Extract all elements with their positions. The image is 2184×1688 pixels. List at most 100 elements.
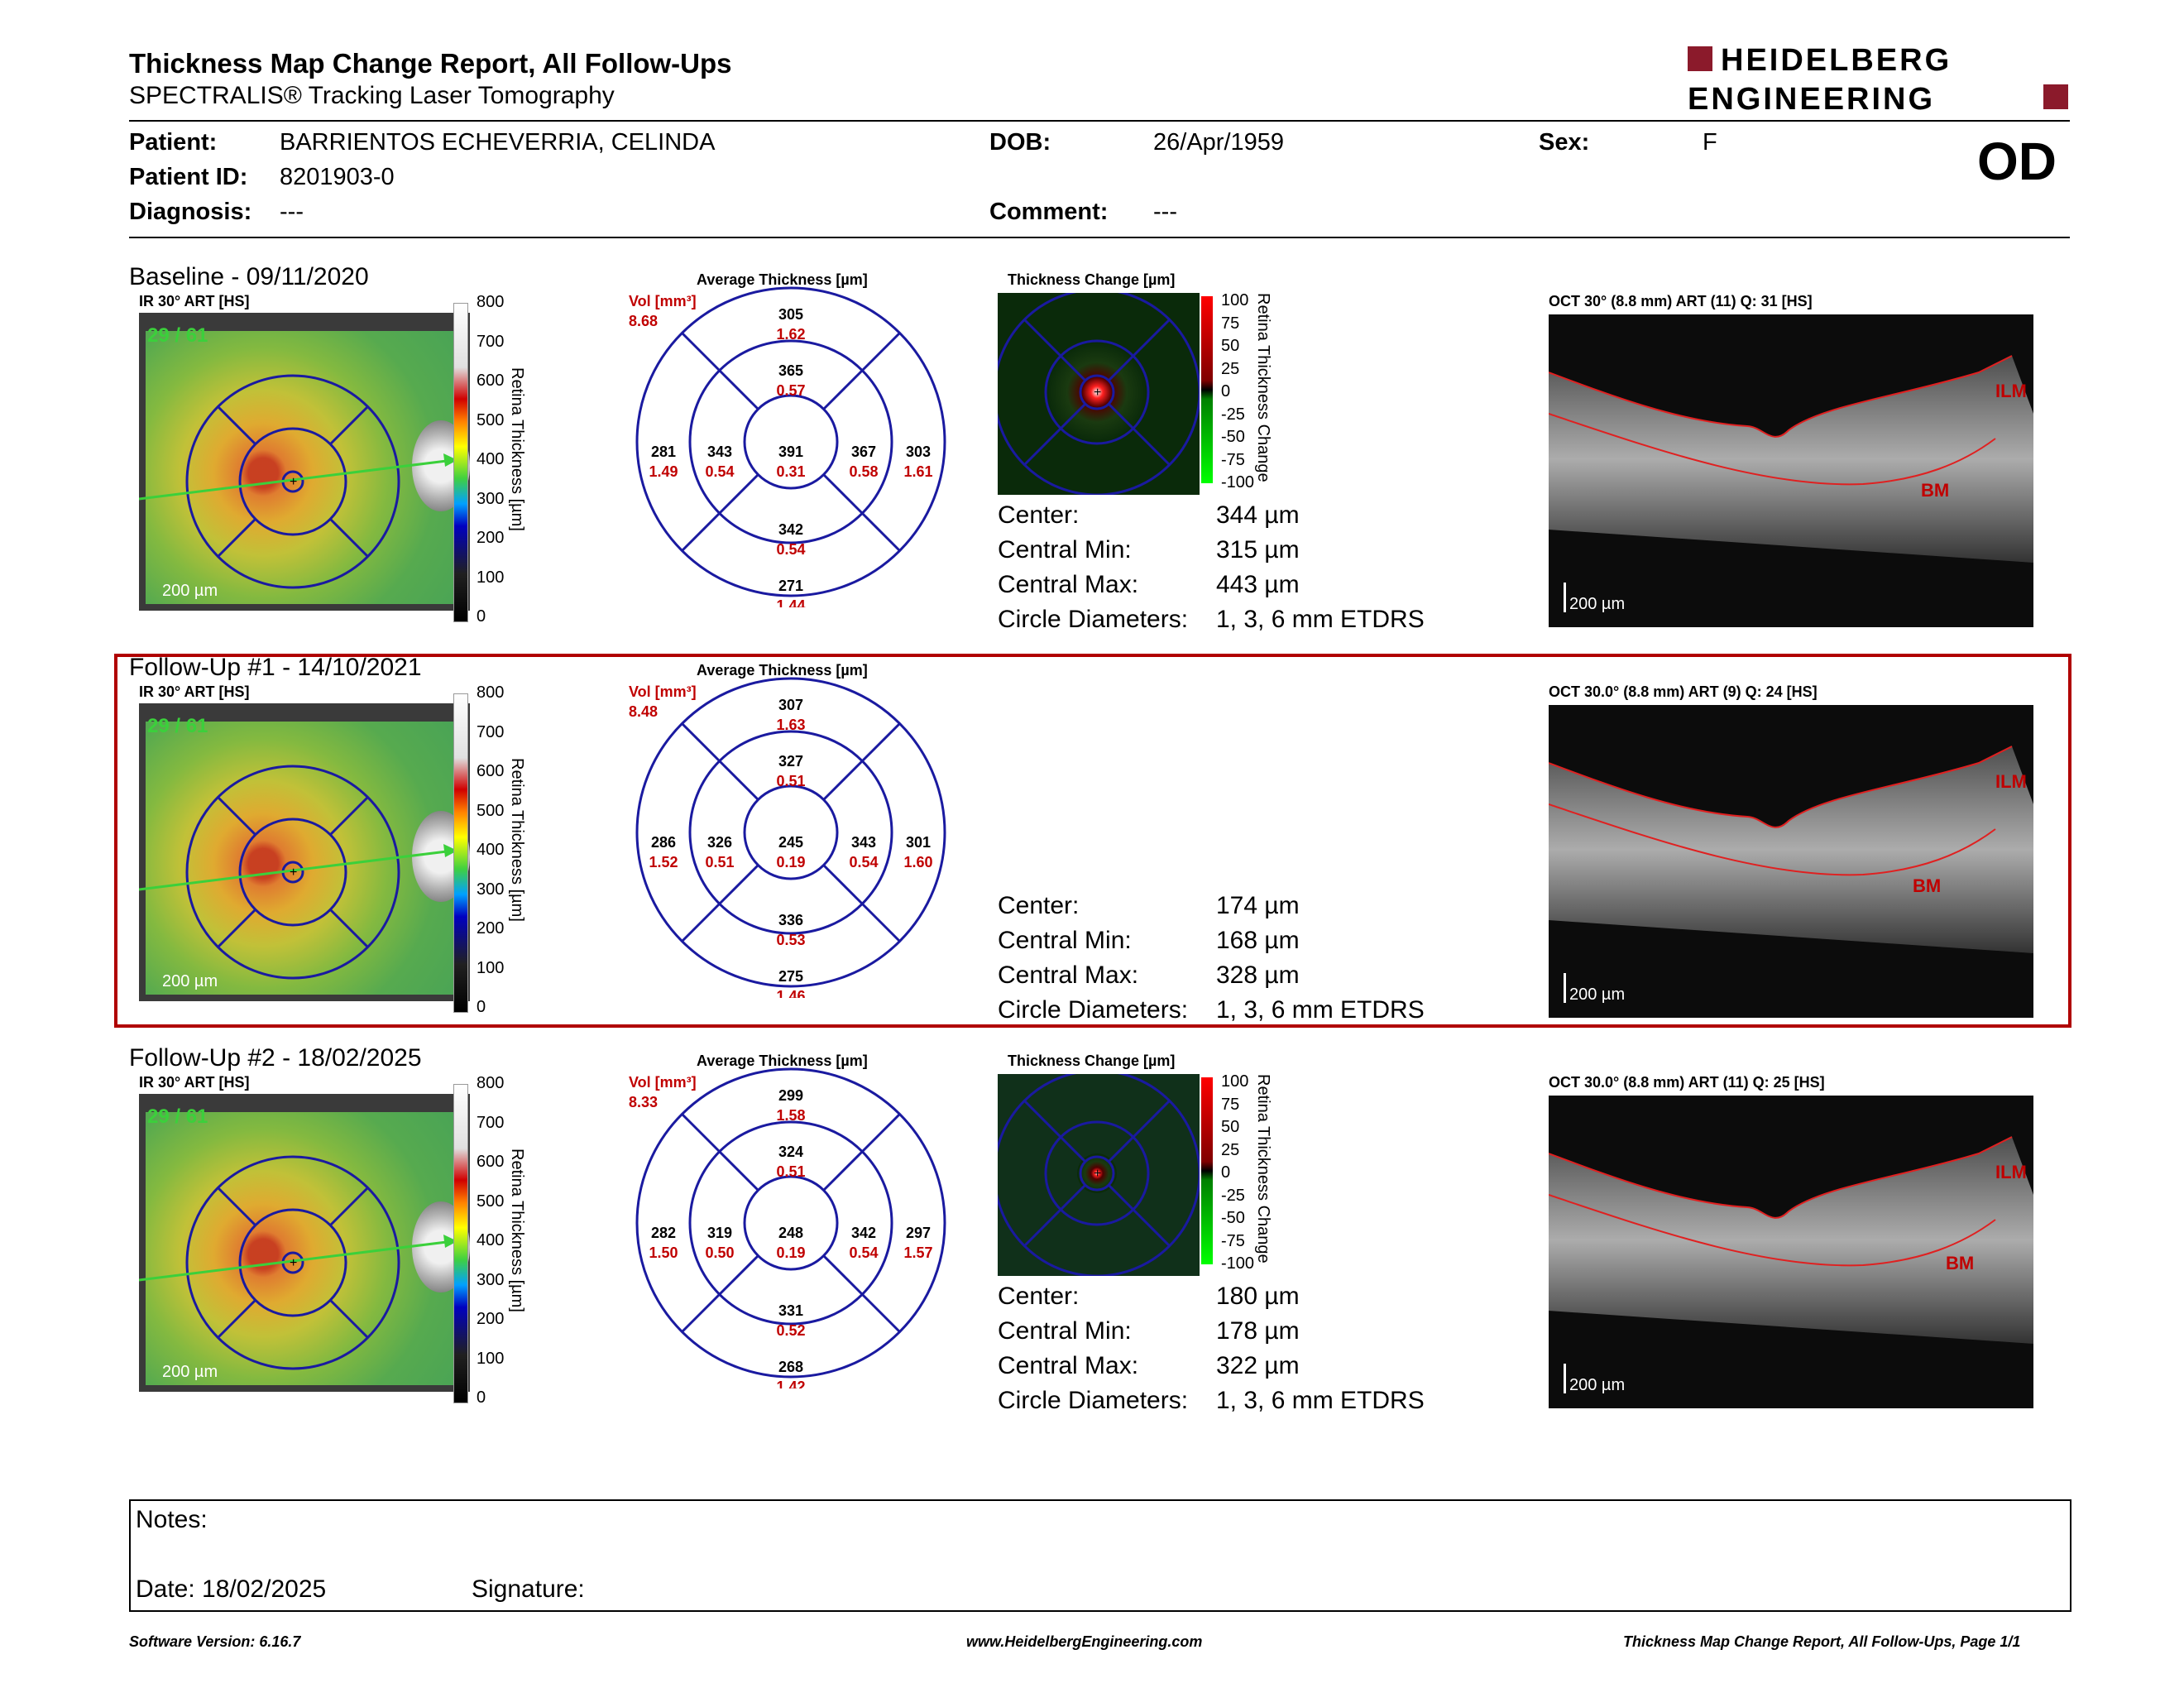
etdrs-outer-left-thickness: 282 (651, 1225, 676, 1241)
colorbar-tick-600: 600 (477, 1153, 505, 1171)
etdrs-center-volume: 0.31 (776, 463, 805, 480)
etdrs-outer-bottom-volume: 1.42 (776, 1379, 805, 1388)
oct-scale-bar: 200 µm (1564, 973, 1625, 1004)
change-colorbar (1201, 296, 1213, 483)
colorbar-tick-400: 400 (477, 1231, 505, 1249)
colorbar-tick-600: 600 (477, 372, 505, 390)
ir-label: IR 30° ART [HS] (139, 683, 250, 700)
change-tick-25: 25 (1221, 1140, 1240, 1159)
central-min-value: 178 µm (1216, 1317, 1300, 1345)
central-min-value: 315 µm (1216, 536, 1300, 563)
fixation-count: 29 / 61 (147, 1105, 208, 1128)
circle-diameters-value: 1, 3, 6 mm ETDRS (1216, 606, 1425, 633)
colorbar-tick-0: 0 (477, 1388, 486, 1407)
thickness-change-title: Thickness Change [µm] (1008, 1053, 1176, 1069)
etdrs-inner-bottom-volume: 0.54 (776, 541, 805, 558)
svg-text:+: + (290, 866, 297, 880)
etdrs-inner-left-volume: 0.50 (705, 1244, 734, 1261)
ilm-label: ILM (1995, 771, 2027, 792)
center-value: 180 µm (1216, 1283, 1300, 1310)
thickness-change-map[interactable]: + (998, 1074, 1200, 1276)
colorbar-tick-600: 600 (477, 762, 505, 780)
avg-thickness-title: Average Thickness [µm] (697, 662, 868, 679)
etdrs-inner-left-volume: 0.54 (705, 463, 734, 480)
center-label: Center: (998, 892, 1080, 919)
colorbar-tick-200: 200 (477, 1310, 505, 1328)
change-tick-100: 100 (1221, 1072, 1249, 1091)
fundus-thickness-map[interactable]: + 29 / 61 200 µm (139, 703, 470, 1001)
diagnosis-label: Diagnosis: (129, 199, 252, 225)
etdrs-inner-top-volume: 0.51 (776, 773, 805, 789)
etdrs-outer-top-thickness: 305 (778, 306, 803, 323)
oct-bscan[interactable]: ILM BM 200 µm (1549, 314, 2033, 627)
etdrs-inner-right-volume: 0.58 (849, 463, 878, 480)
colorbar-tick-800: 800 (477, 1074, 505, 1092)
colorbar-tick-800: 800 (477, 293, 505, 311)
etdrs-outer-left-volume: 1.50 (649, 1244, 678, 1261)
bm-label: BM (1921, 480, 1950, 501)
patient-id-label: Patient ID: (129, 164, 248, 190)
colorbar-tick-300: 300 (477, 880, 505, 899)
patient-name: BARRIENTOS ECHEVERRIA, CELINDA (280, 129, 716, 156)
change-tick--100: -100 (1221, 1254, 1255, 1273)
svg-text:+: + (290, 1256, 297, 1270)
colorbar-tick-800: 800 (477, 683, 505, 702)
thickness-change-map[interactable]: + (998, 293, 1200, 495)
thickness-colorbar (453, 1084, 468, 1403)
colorbar-tick-700: 700 (477, 332, 505, 351)
sex-value: F (1703, 129, 1717, 156)
change-tick--50: -50 (1221, 428, 1245, 446)
change-colorbar-title: Retina Thickness Change (1254, 293, 1272, 482)
fundus-thickness-map[interactable]: + 29 / 61 200 µm (139, 1094, 470, 1392)
vol-value: 8.33 (629, 1094, 659, 1110)
ilm-label: ILM (1995, 1162, 2027, 1182)
change-tick-100: 100 (1221, 291, 1249, 309)
etdrs-center-thickness: 391 (778, 444, 803, 460)
colorbar-tick-0: 0 (477, 607, 486, 626)
etdrs-inner-left-thickness: 326 (707, 834, 732, 851)
etdrs-outer-right-volume: 1.60 (903, 854, 932, 870)
oct-bscan[interactable]: ILM BM 200 µm (1549, 705, 2033, 1018)
etdrs-outer-top-volume: 1.62 (776, 326, 805, 343)
central-min-label: Central Min: (998, 1317, 1132, 1345)
etdrs-center-thickness: 248 (778, 1225, 803, 1241)
notes-label: Notes: (136, 1506, 208, 1533)
colorbar-tick-200: 200 (477, 529, 505, 547)
change-tick-0: 0 (1221, 1163, 1231, 1182)
patient-divider (129, 237, 2070, 238)
website-link[interactable]: www.HeidelbergEngineering.com (966, 1633, 1203, 1650)
colorbar-tick-200: 200 (477, 919, 505, 938)
central-max-label: Central Max: (998, 1352, 1139, 1379)
colorbar-tick-700: 700 (477, 1113, 505, 1132)
notes-box: Notes: Date: 18/02/2025 Signature: (129, 1499, 2071, 1612)
central-max-label: Central Max: (998, 961, 1139, 989)
dob-label: DOB: (989, 129, 1051, 156)
etdrs-outer-top-volume: 1.58 (776, 1107, 805, 1124)
bm-label: BM (1913, 875, 1942, 896)
colorbar-tick-300: 300 (477, 1270, 505, 1289)
ilm-label: ILM (1995, 381, 2027, 401)
colorbar-tick-500: 500 (477, 1192, 505, 1211)
report-title: Thickness Map Change Report, All Follow-… (129, 48, 732, 79)
circle-diameters-value: 1, 3, 6 mm ETDRS (1216, 996, 1425, 1024)
etdrs-inner-top-volume: 0.51 (776, 1163, 805, 1180)
etdrs-outer-right-thickness: 297 (906, 1225, 931, 1241)
etdrs-inner-right-thickness: 367 (851, 444, 876, 460)
etdrs-outer-bottom-thickness: 275 (778, 968, 803, 985)
dob-value: 26/Apr/1959 (1153, 129, 1285, 156)
oct-label: OCT 30° (8.8 mm) ART (11) Q: 31 [HS] (1549, 293, 1813, 309)
oct-bscan[interactable]: ILM BM 200 µm (1549, 1096, 2033, 1408)
etdrs-inner-top-thickness: 327 (778, 753, 803, 770)
change-tick--100: -100 (1221, 473, 1255, 492)
etdrs-outer-bottom-thickness: 271 (778, 578, 803, 594)
thickness-colorbar (453, 693, 468, 1013)
report-subtitle: SPECTRALIS® Tracking Laser Tomography (129, 82, 615, 109)
center-label: Center: (998, 501, 1080, 529)
exam-title: Baseline - 09/11/2020 (129, 263, 369, 290)
fundus-thickness-map[interactable]: + 29 / 61 200 µm (139, 313, 470, 611)
thickness-change-title: Thickness Change [µm] (1008, 271, 1176, 288)
central-min-label: Central Min: (998, 927, 1132, 954)
central-max-label: Central Max: (998, 571, 1139, 598)
etdrs-outer-right-volume: 1.57 (903, 1244, 932, 1261)
circle-diameters-label: Circle Diameters: (998, 1387, 1189, 1414)
